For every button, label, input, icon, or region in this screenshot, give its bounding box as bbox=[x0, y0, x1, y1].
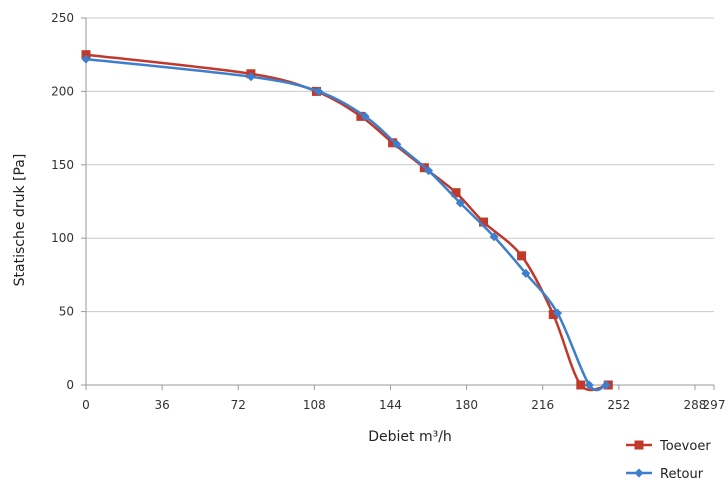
x-axis-label: Debiet m³/h bbox=[368, 429, 452, 445]
data-point bbox=[601, 380, 611, 390]
y-tick-label: 50 bbox=[59, 305, 74, 319]
data-point bbox=[553, 308, 563, 318]
data-point bbox=[584, 380, 594, 390]
y-tick-label: 100 bbox=[51, 231, 74, 245]
x-tick-label: 0 bbox=[82, 398, 90, 412]
legend: Toevoer Retour bbox=[626, 439, 711, 480]
x-tick-label: 297 bbox=[703, 398, 726, 412]
data-point bbox=[576, 380, 586, 390]
data-point bbox=[479, 217, 489, 227]
y-tick-label: 200 bbox=[51, 84, 74, 98]
data-point bbox=[517, 251, 527, 261]
series-toevoer bbox=[81, 50, 613, 392]
x-tick-label: 180 bbox=[455, 398, 478, 412]
series-retour bbox=[81, 54, 611, 392]
y-tick-labels: 0 50 100 150 200 250 bbox=[51, 11, 74, 392]
y-tick-label: 150 bbox=[51, 158, 74, 172]
x-tick-label: 216 bbox=[531, 398, 554, 412]
x-tick-label: 288 bbox=[684, 398, 707, 412]
grid-lines bbox=[86, 17, 714, 313]
data-point bbox=[548, 310, 558, 320]
legend-item-toevoer: Toevoer bbox=[626, 439, 711, 454]
x-tick-label: 72 bbox=[231, 398, 246, 412]
legend-label: Retour bbox=[660, 467, 704, 480]
series-line-retour bbox=[85, 57, 607, 392]
axes bbox=[81, 17, 715, 390]
data-point bbox=[455, 198, 465, 208]
x-tick-label: 144 bbox=[379, 398, 402, 412]
legend-marker bbox=[634, 440, 644, 450]
data-point bbox=[388, 138, 398, 148]
data-point bbox=[360, 111, 370, 121]
data-point bbox=[424, 166, 434, 176]
legend-marker bbox=[634, 468, 644, 478]
data-point bbox=[246, 72, 256, 82]
data-point bbox=[81, 54, 91, 64]
series-group bbox=[81, 50, 613, 392]
y-tick-label: 0 bbox=[66, 378, 74, 392]
legend-item-retour: Retour bbox=[626, 467, 704, 480]
data-point bbox=[521, 268, 531, 278]
y-tick-label: 250 bbox=[51, 11, 74, 25]
y-axis-label: Statische druk [Pa] bbox=[12, 154, 28, 287]
data-point bbox=[489, 232, 499, 242]
x-tick-label: 108 bbox=[303, 398, 326, 412]
data-point bbox=[392, 139, 402, 149]
x-tick-label: 252 bbox=[607, 398, 630, 412]
data-point bbox=[451, 188, 461, 198]
legend-label: Toevoer bbox=[659, 439, 711, 454]
data-point bbox=[314, 86, 324, 96]
x-tick-label: 36 bbox=[154, 398, 169, 412]
